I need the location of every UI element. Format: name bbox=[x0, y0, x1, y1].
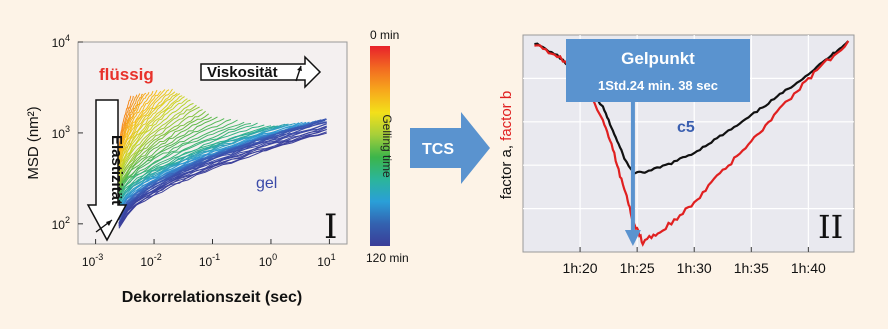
msd-x-tick-label: 10-2 bbox=[140, 252, 161, 269]
gelpunkt-marker-arrowhead bbox=[624, 230, 641, 246]
factors-y-axis-label: factor a, factor b bbox=[498, 91, 515, 199]
msd-curve bbox=[118, 118, 327, 221]
msd-curve bbox=[118, 91, 150, 162]
msd-curve bbox=[118, 93, 141, 158]
msd-curve bbox=[118, 93, 143, 158]
msd-curve bbox=[118, 123, 286, 205]
msd-axis-ticks: 10-3 10-2 10-1 100 101 102 103 104 bbox=[52, 33, 336, 269]
series-label-c5: c5 bbox=[677, 119, 695, 136]
msd-curve bbox=[118, 96, 185, 182]
msd-x-tick-label: 10-3 bbox=[82, 252, 103, 269]
msd-curves bbox=[118, 88, 327, 229]
factors-x-tick-label: 1h:20 bbox=[563, 260, 598, 276]
factors-x-tick-label: 1h:30 bbox=[677, 260, 712, 276]
msd-curve bbox=[118, 90, 162, 166]
annotation-gel: gel bbox=[256, 175, 277, 192]
factors-axis-ticks: 1h:20 1h:25 1h:30 1h:35 1h:40 bbox=[563, 247, 826, 276]
panel-label-ii: II bbox=[818, 208, 843, 246]
msd-curve bbox=[118, 121, 327, 220]
gelpunkt-detail: 1Std.24 min. 38 sec bbox=[598, 78, 718, 93]
panel-msd: 10-3 10-2 10-1 100 101 102 103 104 Dekorrelatio… bbox=[25, 28, 409, 306]
msd-curve bbox=[118, 95, 183, 178]
msd-curve bbox=[118, 113, 210, 192]
msd-curve bbox=[118, 89, 158, 163]
msd-curve bbox=[118, 119, 238, 198]
msd-curve bbox=[118, 102, 194, 185]
msd-y-tick-label: 103 bbox=[52, 124, 70, 141]
msd-curve bbox=[118, 125, 327, 225]
msd-curve bbox=[118, 116, 218, 195]
annotation-elastizitaet: Elastizität bbox=[108, 135, 125, 205]
msd-curve bbox=[118, 92, 178, 174]
tcs-arrow-shape bbox=[410, 112, 490, 184]
factors-x-tick-label: 1h:25 bbox=[620, 260, 655, 276]
msd-curve bbox=[118, 132, 327, 229]
viskositaet-small-arrowhead bbox=[297, 66, 302, 71]
colorbar-label: Gelling time bbox=[380, 114, 394, 178]
msd-curve bbox=[118, 106, 200, 186]
msd-curve bbox=[118, 125, 272, 203]
msd-curve bbox=[118, 110, 206, 191]
msd-curve bbox=[118, 119, 232, 195]
annotation-fluessig: flüssig bbox=[99, 65, 154, 84]
viskositaet-arrow bbox=[200, 55, 322, 89]
msd-curve bbox=[118, 94, 138, 157]
gelpunkt-box bbox=[566, 39, 750, 102]
msd-curve bbox=[118, 95, 135, 154]
panel-factors: 1h:20 1h:25 1h:30 1h:35 1h:40 factor a, fact… bbox=[498, 34, 855, 276]
msd-x-tick-label: 10-1 bbox=[199, 252, 220, 269]
msd-curve bbox=[118, 92, 147, 158]
msd-x-axis-label: Dekorrelationszeit (sec) bbox=[122, 289, 303, 306]
factor-b-label: factor b bbox=[498, 91, 515, 141]
tcs-label: TCS bbox=[422, 141, 454, 158]
gelpunkt-title: Gelpunkt bbox=[621, 49, 695, 68]
msd-curve bbox=[118, 121, 245, 197]
colorbar-top-label: 0 min bbox=[370, 28, 399, 42]
gelling-time-colorbar bbox=[370, 46, 390, 246]
msd-curve bbox=[118, 121, 303, 210]
msd-y-tick-label: 102 bbox=[52, 215, 70, 232]
tcs-arrow: TCS bbox=[410, 112, 490, 184]
msd-curve bbox=[118, 104, 197, 185]
msd-curve bbox=[118, 89, 170, 167]
msd-x-tick-label: 101 bbox=[317, 252, 335, 269]
msd-curve bbox=[118, 124, 293, 208]
colorbar-bottom-label: 120 min bbox=[366, 251, 409, 265]
msd-y-tick-label: 104 bbox=[52, 33, 70, 50]
msd-x-tick-label: 100 bbox=[259, 252, 277, 269]
factors-x-tick-label: 1h:35 bbox=[734, 260, 769, 276]
annotation-viskositaet: Viskosität bbox=[207, 64, 278, 81]
elastizitaet-arrow bbox=[86, 99, 128, 242]
msd-y-axis-label: MSD (nm²) bbox=[25, 106, 42, 179]
elastizitaet-small-arrowhead bbox=[106, 220, 112, 226]
factor-a-label: factor a, bbox=[498, 141, 515, 199]
msd-curve bbox=[118, 88, 173, 169]
msd-curve bbox=[118, 99, 191, 185]
factors-x-tick-label: 1h:40 bbox=[791, 260, 826, 276]
factor-b-line bbox=[534, 40, 850, 247]
msd-curve bbox=[118, 109, 203, 190]
factors-grid bbox=[523, 35, 854, 252]
msd-curve bbox=[118, 122, 258, 198]
panel-label-i: I bbox=[324, 207, 337, 247]
msd-curve bbox=[118, 98, 188, 182]
msd-curve bbox=[118, 116, 212, 192]
